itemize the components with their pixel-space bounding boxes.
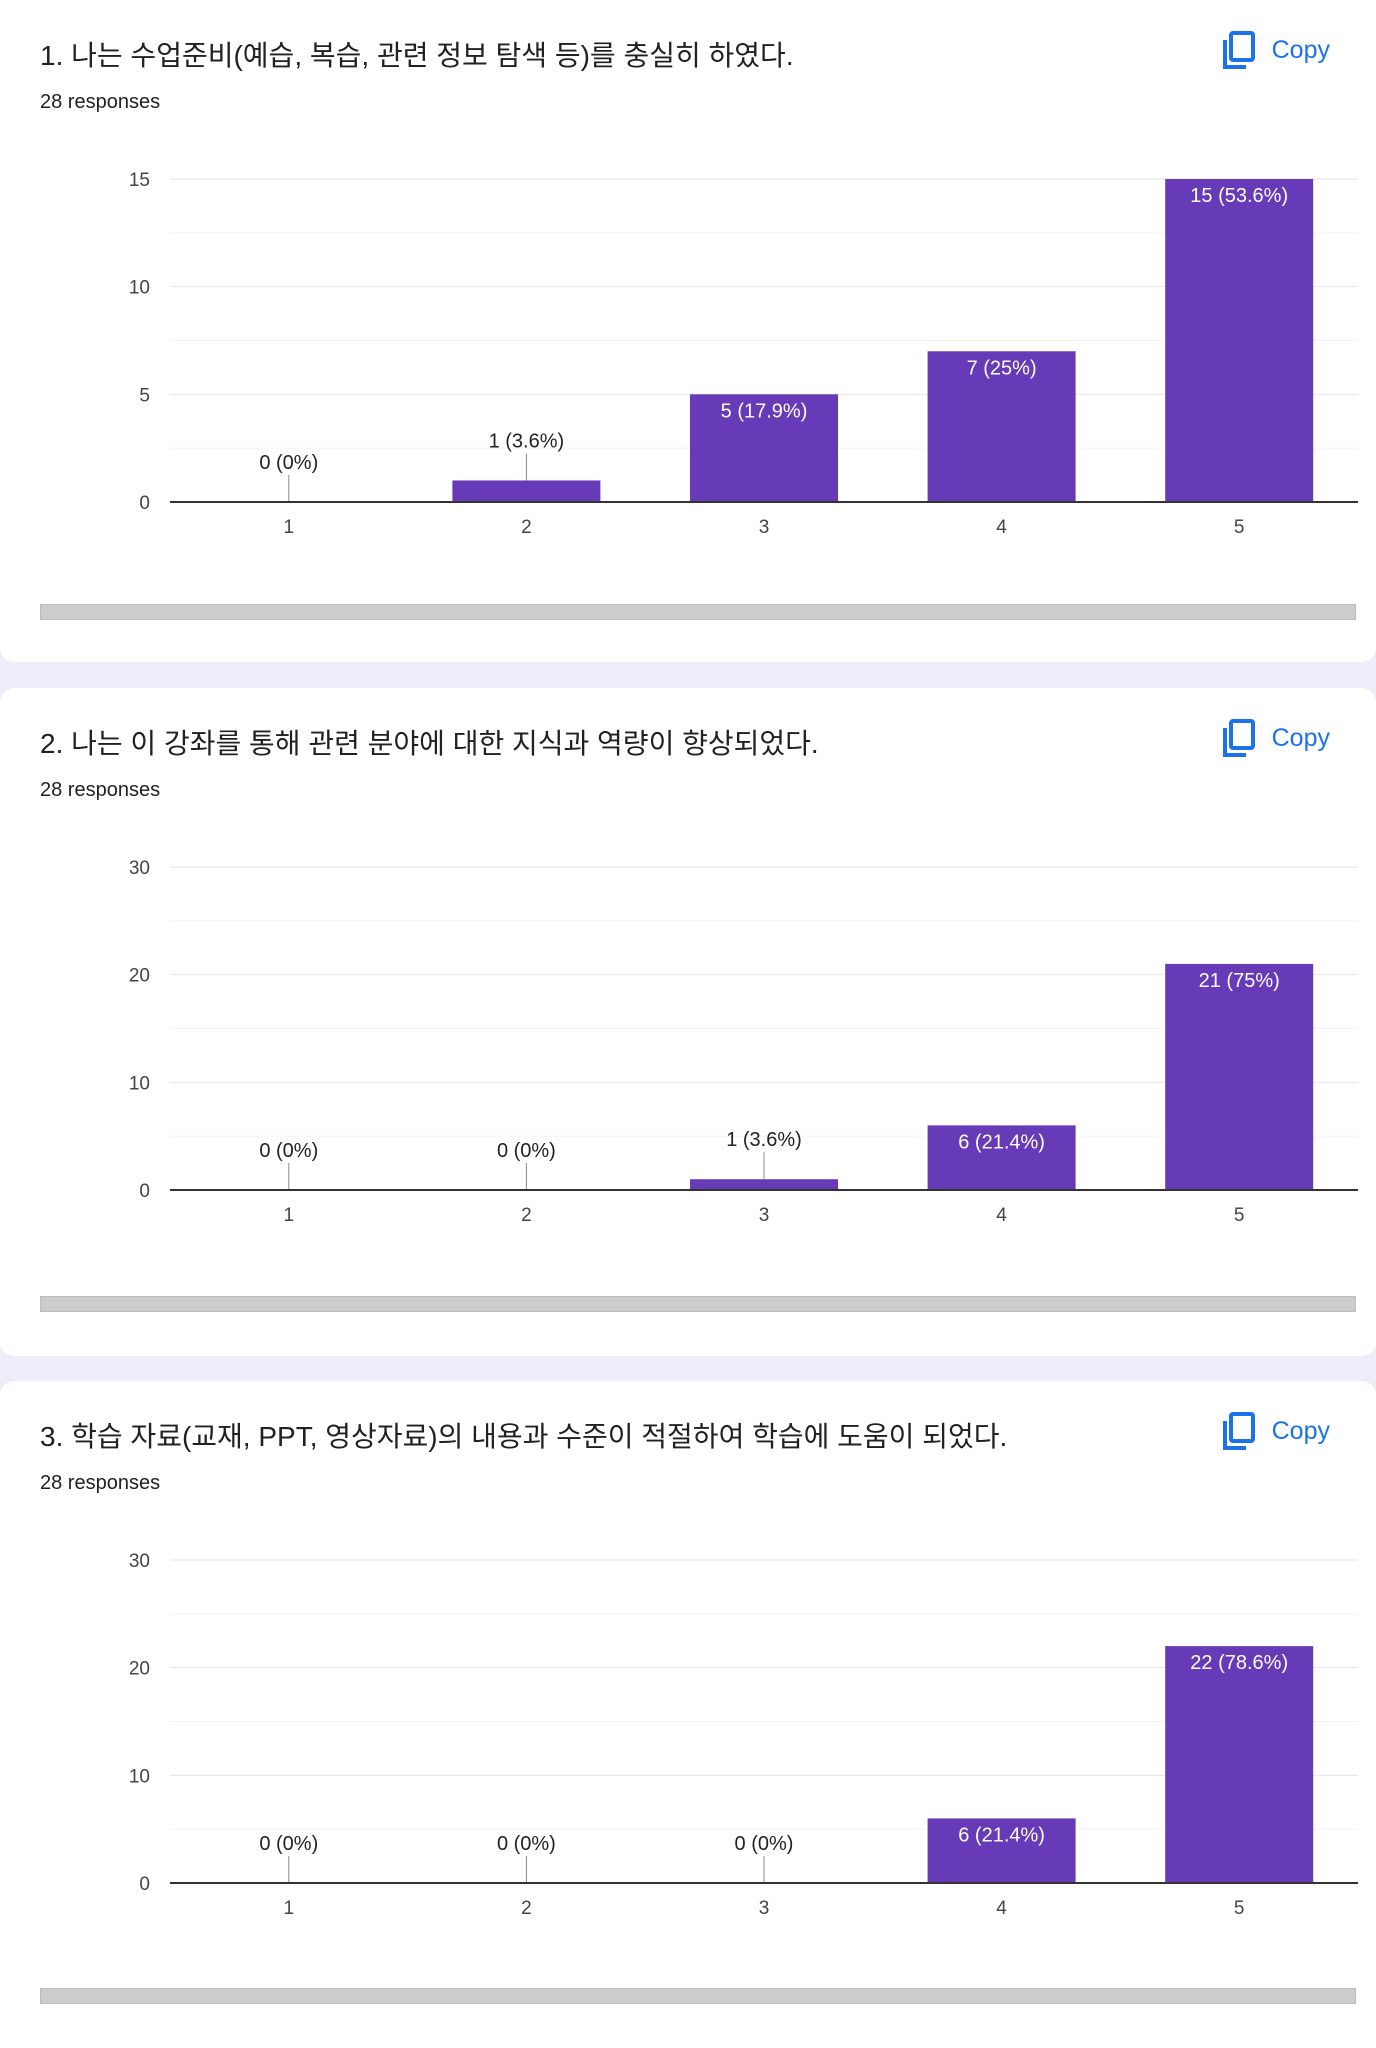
bar [927,1818,1076,1883]
y-tick-label: 0 [139,1181,150,1202]
copy-button[interactable]: Copy [1214,1407,1338,1455]
x-tick-label: 4 [996,1898,1007,1919]
copy-label: Copy [1271,35,1330,64]
x-tick-label: 1 [284,517,295,538]
bar [1165,1646,1314,1883]
question-card-3: 3. 학습 자료(교재, PPT, 영상자료)의 내용과 수준이 적절하여 학습… [0,1381,1376,2048]
y-tick-label: 10 [129,1766,150,1787]
bar [690,1179,838,1190]
y-tick-label: 15 [129,170,150,191]
bar [452,480,601,502]
horizontal-scrollbar[interactable] [40,1988,1356,2004]
data-label: 1 (3.6%) [489,430,565,452]
copy-button[interactable]: Copy [1214,714,1338,762]
data-label: 0 (0%) [497,1833,556,1855]
bar-chart: 0 5 10 15 0 (0%) 1 1 (3.6%) 2 5 (17.9%) 3 7 (25%) 4… [129,170,1358,538]
horizontal-scrollbar[interactable] [40,604,1356,620]
copy-icon [1222,719,1255,757]
y-tick-label: 20 [129,966,150,987]
x-tick-label: 5 [1234,1898,1245,1919]
y-tick-label: 30 [129,858,150,879]
data-label: 0 (0%) [259,452,318,474]
x-tick-label: 2 [521,517,532,538]
y-tick-label: 10 [129,1073,150,1094]
x-tick-label: 5 [1234,517,1245,538]
data-label: 15 (53.6%) [1190,185,1288,207]
x-tick-label: 3 [759,517,770,538]
question-card-2: 2. 나는 이 강좌를 통해 관련 분야에 대한 지식과 역량이 향상되었다. … [0,688,1376,1356]
x-tick-label: 2 [521,1898,532,1919]
horizontal-scrollbar[interactable] [40,1296,1356,1312]
x-tick-label: 1 [284,1205,295,1226]
response-count: 28 responses [40,1472,161,1494]
x-tick-label: 1 [284,1898,295,1919]
copy-label: Copy [1271,1416,1330,1445]
copy-icon [1222,31,1255,69]
bar-chart: 0 10 20 30 0 (0%) 1 0 (0%) 2 1 (3.6%) 3 6 (21.4%) 4… [129,858,1358,1226]
data-label: 0 (0%) [259,1833,318,1855]
question-title: 2. 나는 이 강좌를 통해 관련 분야에 대한 지식과 역량이 향상되었다. [40,728,819,759]
question-card-1: 1. 나는 수업준비(예습, 복습, 관련 정보 탐색 등)를 충실히 하였다.… [0,0,1376,662]
data-label: 7 (25%) [967,357,1037,379]
y-tick-label: 20 [129,1659,150,1680]
data-label: 0 (0%) [497,1140,556,1162]
copy-icon [1222,1412,1255,1450]
y-tick-label: 10 [129,278,150,299]
bar-chart: 0 10 20 30 0 (0%) 1 0 (0%) 2 0 (0%) 3 6 (21.4%) 4 22… [129,1551,1358,1919]
copy-label: Copy [1271,723,1330,752]
response-count: 28 responses [40,779,161,801]
y-tick-label: 30 [129,1551,150,1572]
y-tick-label: 0 [139,493,150,514]
bar [690,394,838,502]
data-label: 5 (17.9%) [721,400,808,422]
data-label: 0 (0%) [259,1140,318,1162]
data-label: 1 (3.6%) [726,1129,802,1151]
question-title: 3. 학습 자료(교재, PPT, 영상자료)의 내용과 수준이 적절하여 학습… [40,1421,1008,1452]
question-title: 1. 나는 수업준비(예습, 복습, 관련 정보 탐색 등)를 충실히 하였다. [40,40,794,71]
x-tick-label: 5 [1234,1205,1245,1226]
bar [1165,963,1314,1190]
x-tick-label: 3 [759,1898,770,1919]
x-tick-label: 2 [521,1205,532,1226]
data-label: 0 (0%) [735,1833,794,1855]
response-count: 28 responses [40,91,161,113]
data-label: 6 (21.4%) [958,1824,1045,1846]
x-tick-label: 3 [759,1205,770,1226]
copy-button[interactable]: Copy [1214,26,1338,74]
data-label: 22 (78.6%) [1190,1652,1288,1674]
x-tick-label: 4 [996,1205,1007,1226]
data-label: 6 (21.4%) [958,1131,1045,1153]
x-tick-label: 4 [996,517,1007,538]
bar [1165,179,1314,502]
bar [927,1125,1076,1190]
y-tick-label: 5 [139,385,150,406]
bar [927,351,1076,502]
data-label: 21 (75%) [1199,970,1280,992]
y-tick-label: 0 [139,1874,150,1895]
